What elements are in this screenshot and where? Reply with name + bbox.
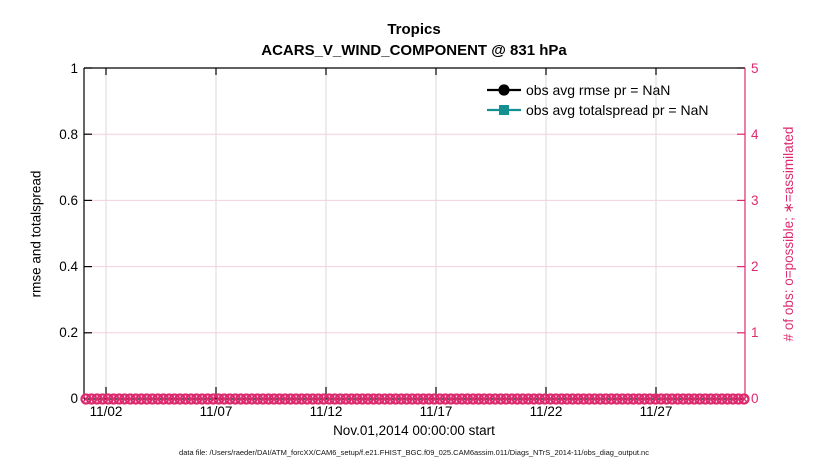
x-tick-label: 11/17 <box>419 404 453 419</box>
legend-item-totalspread: obs avg totalspread pr = NaN <box>486 101 709 119</box>
y-left-tick-label: 0.6 <box>59 193 78 208</box>
x-tick-label: 11/12 <box>309 404 343 419</box>
legend-label: obs avg rmse pr = NaN <box>526 82 671 98</box>
plot-subtitle: ACARS_V_WIND_COMPONENT @ 831 hPa <box>261 42 567 59</box>
y-left-tick-label: 0.2 <box>59 325 78 340</box>
y-axis-right-label: # of obs: o=possible; ∗=assimilated <box>781 126 796 342</box>
legend-label: obs avg totalspread pr = NaN <box>526 102 709 118</box>
y-right-tick-label: 2 <box>751 259 759 274</box>
x-tick-label: 11/07 <box>199 404 233 419</box>
y-left-tick-label: 0.8 <box>59 127 78 142</box>
data-file-caption: data file: /Users/raeder/DAI/ATM_forcXX/… <box>179 448 649 457</box>
legend-marker-totalspread-square-icon <box>487 105 521 115</box>
obs-count-marker-band <box>80 393 750 405</box>
x-tick-label: 11/22 <box>529 404 563 419</box>
y-left-tick-label: 0 <box>70 391 78 406</box>
y-right-tick-label: 5 <box>751 61 759 76</box>
legend-item-rmse: obs avg rmse pr = NaN <box>486 81 670 99</box>
legend-marker-rmse-circle-icon <box>487 84 521 96</box>
y-right-tick-label: 3 <box>751 193 759 208</box>
y-right-tick-label: 0 <box>751 391 759 406</box>
y-left-tick-label: 1 <box>70 61 78 76</box>
y-gridlines <box>84 133 745 334</box>
plot-title: Tropics <box>387 21 441 38</box>
x-tick-label: 11/27 <box>639 404 673 419</box>
x-axis-label: Nov.01,2014 00:00:00 start <box>333 423 495 438</box>
y-left-tick-label: 0.4 <box>59 259 78 274</box>
y-right-tick-label: 4 <box>751 127 759 142</box>
x-tick-label: 11/02 <box>89 404 123 419</box>
y-axis-left-label: rmse and totalspread <box>28 170 44 298</box>
x-gridlines <box>105 68 657 399</box>
y-right-tick-label: 1 <box>751 325 759 340</box>
